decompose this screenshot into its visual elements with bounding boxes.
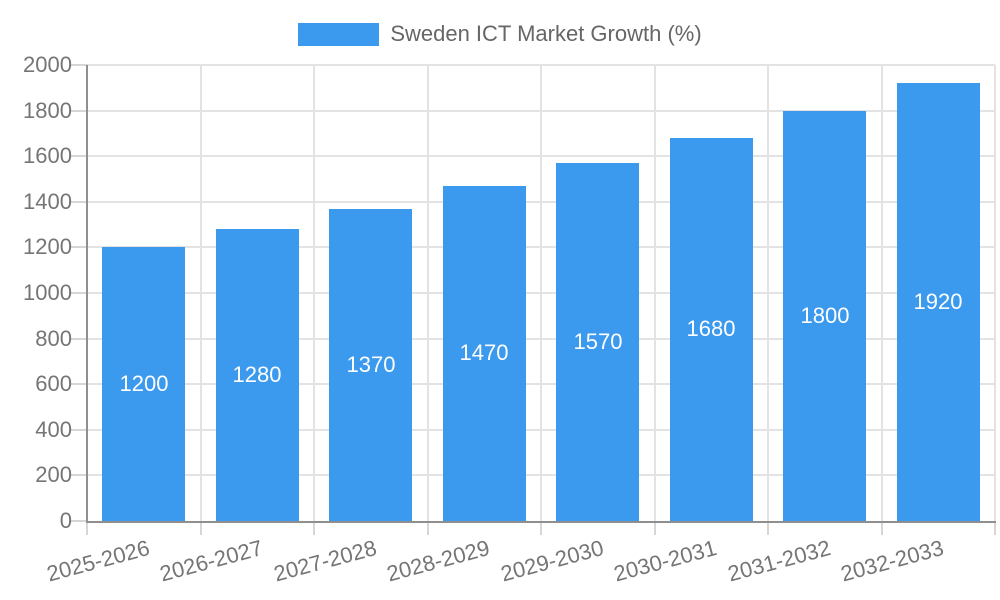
y-axis-tick (70, 292, 87, 294)
x-gridline (426, 65, 429, 521)
y-axis-tick-label: 2000 (23, 52, 72, 77)
y-axis-line (86, 65, 88, 523)
x-axis-tick (540, 521, 542, 535)
y-axis-tick (70, 428, 87, 431)
y-axis-tick (70, 155, 87, 158)
bar-2026-2027[interactable] (216, 229, 299, 521)
x-axis-tick (199, 521, 202, 535)
y-axis-tick (70, 474, 87, 477)
y-axis-tick (70, 64, 87, 66)
y-axis-tick-label: 0 (59, 508, 72, 533)
x-gridline (653, 65, 656, 521)
x-gridline (767, 65, 769, 521)
bar-2028-2029[interactable] (443, 185, 526, 521)
legend-label: Sweden ICT Market Growth (%) (390, 21, 702, 46)
x-axis-tick (313, 521, 315, 535)
x-axis-line (86, 521, 996, 523)
x-axis-tick (994, 521, 996, 535)
y-axis-tick (70, 246, 87, 249)
x-axis-tick (426, 521, 429, 535)
y-axis-tick (70, 520, 87, 522)
x-gridline (880, 65, 883, 521)
legend-swatch (298, 22, 380, 46)
bar-2025-2026[interactable] (102, 247, 185, 521)
y-axis-tick-label: 1600 (23, 143, 72, 169)
y-axis-tick-label: 1400 (23, 188, 72, 214)
y-axis-tick-label: 800 (35, 325, 72, 351)
x-gridline (540, 65, 542, 521)
bar-2030-2031[interactable] (670, 137, 753, 521)
y-axis-tick (70, 383, 87, 386)
y-axis-tick (70, 109, 87, 112)
y-axis-tick (70, 200, 87, 203)
y-axis-tick-label: 200 (35, 462, 72, 488)
y-axis-tick-label: 1000 (23, 280, 72, 305)
y-axis-tick-label: 600 (35, 371, 72, 397)
x-axis-tick (880, 521, 883, 535)
legend-item[interactable]: Sweden ICT Market Growth (%) (0, 21, 1000, 46)
y-axis-tick (70, 337, 87, 340)
x-gridline (313, 65, 315, 521)
bar-2032-2033[interactable] (897, 83, 980, 521)
bar-2027-2028[interactable] (329, 208, 412, 521)
x-gridline (199, 65, 202, 521)
x-axis-tick (86, 521, 88, 535)
x-axis-tick (767, 521, 769, 535)
y-axis-tick-label: 400 (35, 416, 72, 442)
x-axis-tick (653, 521, 656, 535)
bar-2029-2030[interactable] (556, 163, 639, 521)
x-gridline (994, 65, 996, 521)
y-axis-tick-label: 1800 (23, 97, 72, 123)
y-axis-tick-label: 1200 (23, 234, 72, 260)
bar-2031-2032[interactable] (783, 110, 866, 521)
